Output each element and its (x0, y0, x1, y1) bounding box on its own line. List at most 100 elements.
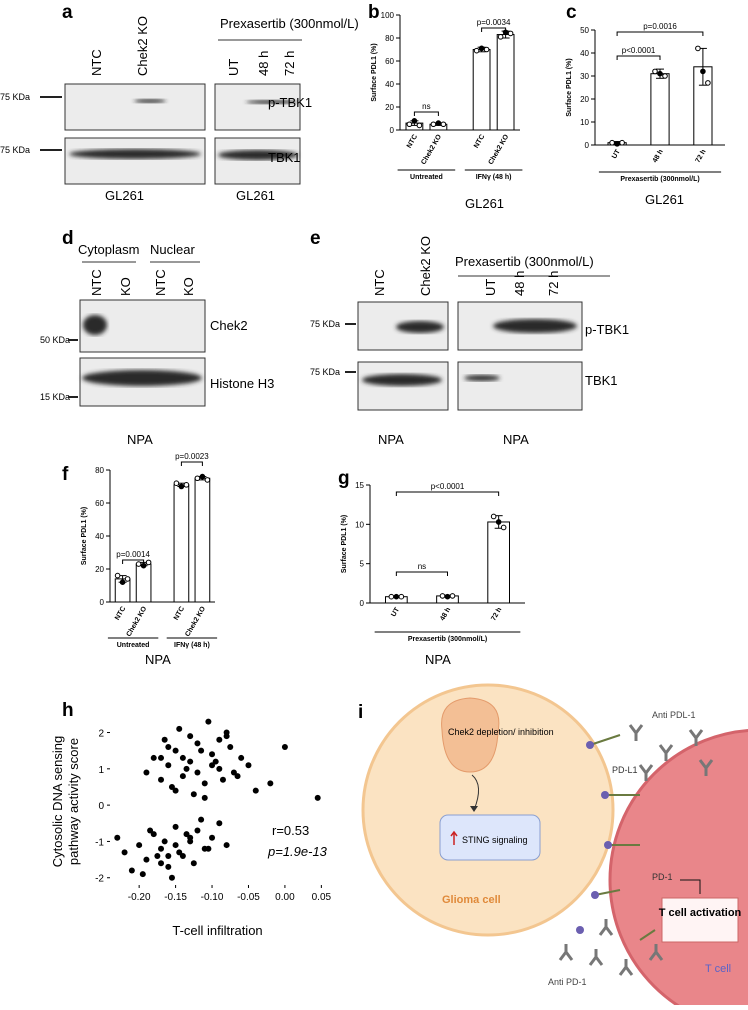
data-point (187, 733, 194, 740)
y-tick-label: 20 (580, 95, 589, 104)
data-point (657, 70, 663, 77)
panel-label: i (358, 702, 363, 723)
diagram: i Chek2 depletion/ inhibition STING sign… (358, 683, 748, 1010)
data-point (198, 816, 205, 823)
data-point (411, 118, 418, 124)
data-point (199, 473, 206, 480)
data-point (150, 831, 157, 838)
diagram-text: Chek2 depletion/ inhibition (448, 727, 554, 737)
data-point (216, 820, 223, 827)
data-point (165, 744, 172, 751)
group-label: Untreated (410, 174, 443, 181)
blot (214, 83, 301, 131)
cell-line: GL261 (236, 188, 275, 203)
group-label: Prexasertib (300nmol/L) (620, 176, 699, 183)
x-tick-label: NTC (173, 606, 186, 622)
data-point (158, 860, 165, 867)
diagram-text: PD-1 (652, 872, 673, 882)
blot (357, 361, 449, 411)
diagram-text: STING signaling (462, 835, 528, 845)
caption: NPA (145, 652, 171, 667)
data-point (136, 842, 143, 849)
protein: TBK1 (585, 373, 618, 388)
protein: Histone H3 (210, 376, 274, 391)
diagram-text: Anti PDL-1 (652, 710, 696, 720)
lane-label: 48 h (512, 271, 527, 296)
data-point (444, 593, 451, 600)
panel-label: g (338, 468, 350, 489)
data-point (449, 593, 456, 599)
diagram-text: Anti PD-1 (548, 977, 587, 987)
group-label: IFNγ (48 h) (174, 642, 210, 649)
panel-label: h (62, 700, 74, 721)
data-point (212, 758, 219, 765)
group-label: IFNγ (48 h) (476, 174, 512, 181)
data-point (219, 776, 226, 783)
data-point (314, 794, 321, 801)
marker: 75 KDa (0, 145, 30, 155)
diagram-text: T cell (705, 963, 731, 975)
bracket (481, 27, 507, 32)
receptors (589, 734, 656, 941)
caption: GL261 (645, 192, 684, 207)
activation-box (661, 897, 739, 943)
y-tick-label: 50 (580, 26, 589, 35)
annotation: p<0.0001 (431, 482, 465, 491)
x-tick-label: UT (611, 148, 622, 160)
bracket (180, 461, 203, 466)
data-point (179, 852, 186, 859)
group-label: Untreated (117, 642, 150, 649)
annotation: p=0.0014 (116, 550, 150, 559)
lane-label: Chek2 KO (418, 236, 433, 296)
data-point (205, 718, 212, 725)
data-point (161, 736, 168, 743)
y-tick-label: 0 (100, 598, 105, 607)
x-tick-label: 0.00 (275, 892, 295, 903)
data-point (135, 561, 142, 567)
data-point (609, 139, 615, 146)
data-point (172, 787, 179, 794)
data-point (238, 754, 245, 761)
data-point (128, 867, 135, 874)
y-tick-label: 60 (95, 499, 104, 508)
y-tick-label: -1 (95, 837, 104, 848)
bar (487, 521, 510, 604)
up-arrow (450, 830, 458, 845)
panel-label: c (566, 2, 577, 23)
data-point (154, 852, 161, 859)
data-point (194, 475, 201, 482)
data-point (183, 831, 190, 838)
y-tick-label: 40 (580, 49, 589, 58)
group-label: Prexasertib (300nmol/L) (408, 636, 487, 643)
data-point (473, 47, 480, 54)
data-point (124, 576, 131, 582)
bar (472, 49, 491, 131)
data-point (158, 754, 165, 761)
lane-label: Chek2 KO (135, 16, 150, 76)
blot (64, 137, 206, 185)
lane-label: NTC (372, 269, 387, 296)
data-point (168, 783, 175, 790)
data-point (209, 751, 216, 758)
x-tick-label: Chek2 KO (488, 133, 511, 166)
data-point (435, 120, 442, 126)
y-tick-label: 0 (98, 801, 104, 812)
chek2-blob (441, 697, 500, 773)
y-axis-label: Surface PDL1 (%) (341, 515, 348, 573)
data-point (204, 477, 211, 483)
bar (650, 73, 670, 146)
lane-label: UT (226, 59, 241, 76)
data-point (114, 572, 121, 579)
bracket (616, 55, 661, 60)
cell-line: NPA (503, 432, 529, 447)
data-point (230, 769, 237, 776)
data-point (507, 30, 514, 37)
band (362, 374, 442, 386)
data-point (183, 765, 190, 772)
x-tick-label: NTC (473, 134, 486, 150)
data-point (165, 762, 172, 769)
blot-panels: a Prexasertib (300nmol/L) NTC Chek2 KO U… (0, 2, 629, 447)
bracket (413, 111, 439, 116)
y-tick-label: 80 (95, 466, 104, 475)
